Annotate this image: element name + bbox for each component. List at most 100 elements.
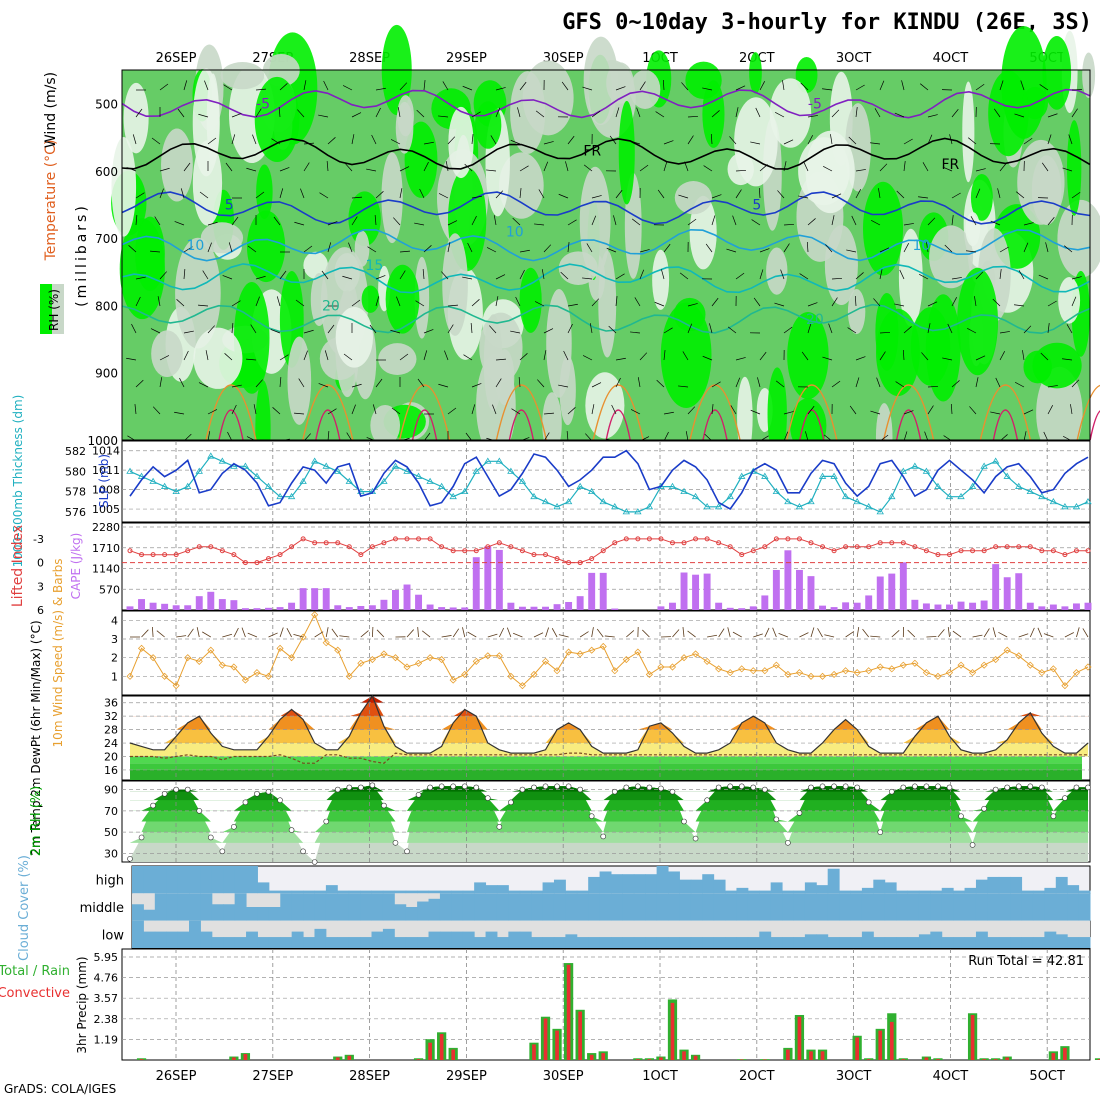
- wind-speed-point: [645, 670, 653, 679]
- wind-barb: [663, 350, 666, 361]
- lifted-index-point: [543, 552, 549, 558]
- cloud-bar: [850, 937, 863, 948]
- wind-barb: [896, 190, 905, 199]
- cloud-bar: [405, 937, 418, 948]
- wind-barb: [131, 323, 137, 334]
- rh2m-point: [519, 786, 526, 793]
- cloud-bar: [189, 866, 201, 894]
- wind-barb: [327, 408, 337, 415]
- precip-convective-bar: [578, 1011, 582, 1060]
- cloud-bar: [782, 937, 794, 948]
- precip-convective-bar: [693, 1055, 698, 1060]
- wind-barb-10m: [151, 626, 154, 638]
- lifted-index-point: [658, 536, 664, 542]
- rh2m-point: [865, 799, 872, 806]
- wind-speed-point: [541, 657, 550, 665]
- wind-barb: [774, 302, 785, 307]
- cape-bar: [1038, 606, 1046, 610]
- thickness-point: [853, 497, 861, 505]
- cloud-bar: [713, 879, 726, 894]
- lifted-index-point: [439, 544, 445, 550]
- dewpoint-band: [130, 769, 1082, 780]
- rh2m-point: [773, 816, 780, 823]
- wind-barb: [878, 188, 881, 199]
- thickness-point: [888, 492, 896, 500]
- wind-barb: [855, 377, 860, 388]
- thickness-point: [980, 462, 988, 469]
- wind-barb: [159, 355, 170, 361]
- wind-barb: [1020, 80, 1025, 91]
- lifted-index-point: [843, 544, 849, 550]
- wind-barb: [990, 411, 1001, 415]
- wind-barb: [207, 137, 217, 145]
- cape-bar: [172, 605, 180, 610]
- rh2m-point: [311, 859, 318, 865]
- wind-barb-10m: [947, 627, 950, 638]
- isotherm-line: [121, 228, 1091, 262]
- wind-barb: [492, 404, 497, 415]
- wind-speed-point: [288, 654, 296, 662]
- wind-barb: [926, 242, 929, 253]
- wind-barb: [759, 81, 766, 91]
- wind-barb: [735, 107, 739, 118]
- lifted-index-point: [762, 544, 768, 550]
- wind-barb: [735, 272, 745, 280]
- wind-barb: [566, 431, 569, 442]
- wind-barb-10m: [1082, 628, 1089, 638]
- cloud-bar: [223, 937, 236, 948]
- thickness-point: [691, 492, 700, 500]
- wind-barb: [371, 134, 377, 145]
- precip-convective-bar: [347, 1055, 352, 1060]
- wind-barb: [159, 167, 170, 172]
- cloud-bar: [417, 890, 430, 894]
- cloud-bar: [1067, 885, 1080, 894]
- rh-contour-fill: [579, 166, 611, 277]
- thickness-point: [1026, 487, 1034, 495]
- thickness-point: [934, 482, 942, 489]
- wind-speed-point: [207, 646, 215, 654]
- wind-barb: [442, 81, 449, 91]
- temp-line: [129, 694, 1089, 754]
- wind-barb: [855, 84, 865, 91]
- cloud-bar: [690, 893, 703, 921]
- wind-speed-point: [553, 667, 561, 675]
- wind-barb: [558, 193, 569, 199]
- wind-barb: [639, 249, 650, 253]
- wind-barb: [1045, 242, 1049, 253]
- wind-barb: [855, 356, 866, 361]
- wind-barb: [1043, 431, 1049, 442]
- cloud-bar: [656, 866, 669, 894]
- wind-barb: [992, 298, 1001, 307]
- lifted-index-point: [912, 544, 918, 550]
- cloud-bar: [211, 937, 224, 948]
- cloud-bar: [759, 890, 772, 894]
- rh-contour-fill: [1058, 277, 1081, 324]
- wind-barb: [183, 162, 191, 172]
- wind-barb: [135, 296, 141, 307]
- wind-barb: [944, 244, 953, 253]
- cloud-bar: [770, 882, 783, 894]
- wind-barb: [918, 196, 929, 199]
- wind-barb: [271, 138, 281, 145]
- warm-contour: [205, 384, 257, 441]
- cloud-bar: [759, 931, 772, 948]
- wind-barb: [351, 404, 356, 415]
- wind-speed-point: [703, 657, 711, 665]
- cloud-bar: [873, 937, 886, 948]
- cape-bar: [680, 572, 688, 610]
- cloud-bar: [736, 887, 749, 894]
- wind-speed-point: [784, 670, 792, 679]
- cloud-bar: [394, 904, 407, 921]
- wind-barb: [999, 331, 1010, 334]
- wind-speed-point: [899, 661, 907, 669]
- cloud-bar: [588, 876, 601, 894]
- cloud-bar: [998, 893, 1011, 921]
- cape-bar: [357, 605, 365, 610]
- rh-contour-fill: [151, 330, 183, 378]
- wind-barb-10m: [360, 630, 369, 638]
- wind-speed-point: [842, 667, 850, 675]
- lifted-index-point: [773, 536, 779, 542]
- wind-speed-point: [449, 676, 457, 684]
- precip-convective-bar: [1097, 1059, 1100, 1060]
- wind-barb: [183, 330, 194, 334]
